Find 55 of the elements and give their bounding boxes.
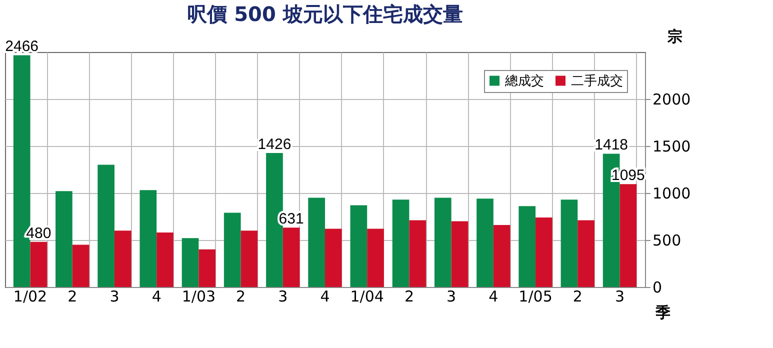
x-axis-title: 季 (654, 304, 670, 322)
bar (476, 198, 494, 287)
y-axis-title: 宗 (666, 28, 682, 46)
x-tick-label: 1/05 (518, 288, 552, 306)
y-tick-label: 0 (652, 278, 662, 296)
bar (56, 191, 72, 287)
bar (308, 198, 325, 287)
bar (114, 230, 132, 287)
bar (451, 221, 468, 287)
bar (367, 228, 384, 287)
x-tick-label: 3 (278, 288, 288, 306)
bar (560, 200, 578, 287)
x-tick-label: 3 (446, 288, 456, 306)
bar (350, 205, 368, 287)
bar (30, 242, 48, 287)
bar (198, 249, 216, 287)
bar (620, 184, 637, 287)
bar (182, 238, 199, 287)
x-tick-label: 3 (110, 288, 120, 306)
data-label: 1418 (594, 136, 628, 154)
y-tick-label: 500 (652, 232, 682, 250)
x-tick-label: 2 (68, 288, 78, 306)
y-tick-label: 2000 (652, 90, 691, 108)
bar (140, 190, 157, 287)
y-tick-label: 1000 (652, 184, 691, 202)
bar (282, 228, 300, 287)
x-tick-label: 2 (404, 288, 414, 306)
x-tick-label: 4 (488, 288, 498, 306)
bar (578, 220, 594, 287)
chart-title: 呎價 500 坡元以下住宅成交量 (187, 2, 463, 26)
x-tick-label: 2 (572, 288, 582, 306)
bar (72, 244, 90, 287)
x-tick-label: 1/04 (350, 288, 384, 306)
x-tick-label: 1/02 (13, 288, 48, 306)
data-label: 2466 (5, 38, 39, 56)
bar (518, 206, 536, 287)
bar (493, 224, 510, 287)
x-tick-label: 4 (320, 288, 330, 306)
x-tick-label: 3 (614, 288, 625, 306)
bar (409, 220, 426, 287)
x-tick-label: 4 (152, 288, 162, 306)
bar (536, 217, 552, 287)
bar (98, 164, 114, 287)
bar (392, 200, 410, 287)
bar (156, 232, 174, 287)
bar (434, 198, 452, 287)
data-label: 1426 (258, 136, 292, 153)
y-tick-label: 1500 (652, 138, 691, 156)
bar (240, 230, 258, 287)
legend-label: 二手成交 (571, 72, 623, 89)
bar (325, 228, 342, 287)
legend-label: 總成交 (504, 72, 544, 89)
bar (224, 212, 241, 287)
x-tick-label: 2 (236, 288, 246, 306)
x-tick-label: 1/03 (182, 288, 216, 306)
